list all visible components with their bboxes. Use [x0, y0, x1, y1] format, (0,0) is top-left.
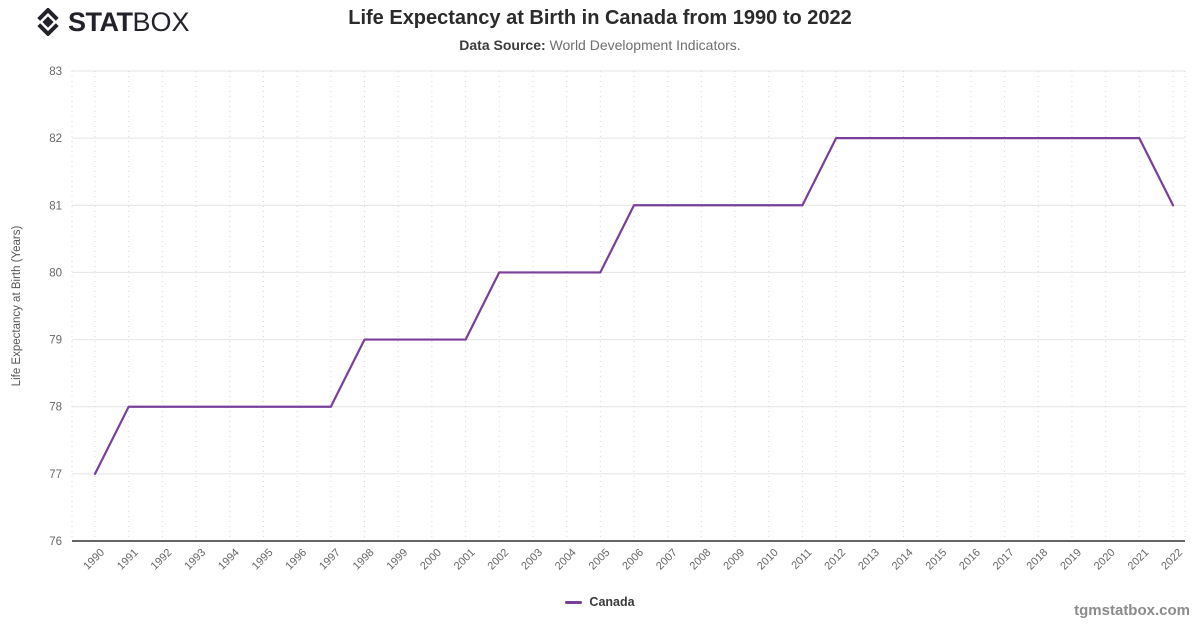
- page-subtitle: Data Source: World Development Indicator…: [0, 37, 1200, 53]
- x-tick-label: 2006: [620, 547, 646, 573]
- y-tick-label: 79: [49, 335, 62, 347]
- x-tick-label: 1995: [250, 547, 276, 573]
- series-line-canada: [93, 137, 1175, 475]
- legend-label: Canada: [589, 595, 635, 609]
- x-tick-label: 2020: [1092, 547, 1118, 573]
- x-tick-label: 2018: [1025, 547, 1051, 573]
- x-tick-label: 1994: [216, 547, 242, 573]
- x-tick-label: 2008: [688, 547, 714, 573]
- x-tick-label: 1999: [385, 547, 411, 573]
- watermark-text: tgmstatbox.com: [1074, 602, 1190, 619]
- statbox-diamond-icon: [34, 8, 62, 36]
- x-tick-label: 2016: [957, 547, 983, 573]
- subtitle-source-text: World Development Indicators.: [545, 37, 741, 53]
- y-tick-label: 78: [49, 402, 62, 414]
- x-tick-label: 2009: [721, 547, 747, 573]
- x-tick-label: 2013: [856, 547, 882, 573]
- legend-line-swatch: [565, 600, 583, 604]
- x-tick-label: 2017: [991, 547, 1017, 573]
- subtitle-source-label: Data Source:: [459, 37, 546, 53]
- x-tick-label: 2022: [1159, 547, 1185, 573]
- x-tick-label: 1993: [182, 547, 208, 573]
- x-tick-label: 2015: [924, 547, 950, 573]
- brand-name-box: BOX: [132, 7, 190, 37]
- x-tick-label: 2005: [587, 547, 613, 573]
- x-tick-label: 1992: [149, 547, 175, 573]
- x-tick-label: 2002: [486, 547, 512, 573]
- x-tick-label: 2010: [755, 547, 781, 573]
- page-title: Life Expectancy at Birth in Canada from …: [348, 7, 852, 29]
- x-tick-label: 2011: [789, 547, 814, 572]
- brand-name-stat: STAT: [68, 7, 133, 37]
- x-tick-label: 2003: [519, 547, 545, 573]
- x-tick-label: 1997: [317, 547, 343, 573]
- x-tick-label: 2012: [822, 547, 848, 573]
- y-axis-title: Life Expectancy at Birth (Years): [11, 226, 23, 387]
- x-tick-label: 2001: [452, 547, 478, 573]
- x-tick-label: 2004: [553, 547, 579, 573]
- x-tick-label: 2019: [1058, 547, 1084, 573]
- legend-item-canada[interactable]: Canada: [565, 595, 635, 609]
- x-tick-label: 2021: [1126, 547, 1152, 573]
- y-tick-label: 77: [49, 469, 62, 481]
- x-tick-label: 2007: [654, 547, 680, 573]
- x-tick-label: 1991: [115, 547, 141, 573]
- y-tick-label: 81: [49, 200, 62, 212]
- y-tick-label: 83: [49, 66, 62, 78]
- x-tick-label: 2014: [890, 547, 916, 573]
- x-tick-label: 1990: [81, 547, 107, 573]
- x-tick-label: 1996: [283, 547, 309, 573]
- x-tick-label: 2000: [418, 547, 444, 573]
- brand-logo: STATBOX: [34, 7, 190, 37]
- brand-name: STATBOX: [68, 7, 190, 37]
- legend: Canada: [0, 595, 1200, 609]
- y-tick-label: 76: [49, 536, 62, 548]
- y-tick-label: 80: [49, 267, 62, 279]
- y-tick-label: 82: [49, 133, 62, 145]
- x-tick-label: 1998: [351, 547, 377, 573]
